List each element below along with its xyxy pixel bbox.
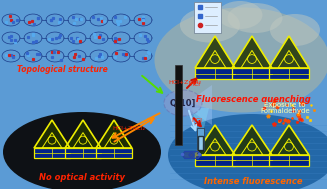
Text: HCl+ZnCl₂: HCl+ZnCl₂ (168, 80, 201, 84)
Ellipse shape (164, 90, 202, 116)
Text: HCl: HCl (191, 118, 202, 122)
FancyBboxPatch shape (65, 148, 101, 158)
Polygon shape (65, 120, 101, 148)
Polygon shape (232, 36, 272, 68)
Ellipse shape (270, 14, 320, 46)
Ellipse shape (217, 1, 263, 29)
FancyBboxPatch shape (232, 155, 272, 166)
Polygon shape (182, 152, 194, 158)
FancyBboxPatch shape (195, 68, 235, 79)
Text: Topological structure: Topological structure (17, 66, 107, 74)
Text: No optical activity: No optical activity (39, 174, 125, 183)
Text: HCl+ZnCl₂: HCl+ZnCl₂ (112, 125, 145, 130)
Polygon shape (96, 120, 132, 148)
Polygon shape (269, 125, 309, 155)
FancyBboxPatch shape (34, 148, 70, 158)
Polygon shape (189, 152, 201, 158)
Ellipse shape (168, 114, 327, 189)
FancyBboxPatch shape (195, 2, 221, 33)
Polygon shape (195, 125, 235, 155)
Polygon shape (182, 85, 212, 125)
FancyBboxPatch shape (175, 65, 182, 145)
Polygon shape (195, 36, 235, 68)
Polygon shape (232, 125, 272, 155)
FancyBboxPatch shape (269, 68, 309, 79)
Polygon shape (269, 36, 309, 68)
FancyBboxPatch shape (197, 128, 204, 150)
Ellipse shape (180, 8, 240, 43)
FancyBboxPatch shape (195, 155, 235, 166)
Ellipse shape (3, 112, 161, 189)
Text: Fluorescence quenching: Fluorescence quenching (196, 94, 310, 104)
Text: Exposure to
Formaldehyde: Exposure to Formaldehyde (260, 101, 310, 115)
Text: Q[10]: Q[10] (170, 98, 196, 108)
FancyBboxPatch shape (232, 68, 272, 79)
FancyBboxPatch shape (269, 155, 309, 166)
Polygon shape (192, 108, 209, 128)
FancyBboxPatch shape (198, 136, 203, 150)
Text: Intense fluorescence: Intense fluorescence (204, 177, 302, 187)
Ellipse shape (228, 3, 283, 33)
FancyBboxPatch shape (96, 148, 132, 158)
Text: HCl: HCl (189, 81, 200, 87)
Polygon shape (34, 120, 70, 148)
Ellipse shape (154, 8, 327, 112)
